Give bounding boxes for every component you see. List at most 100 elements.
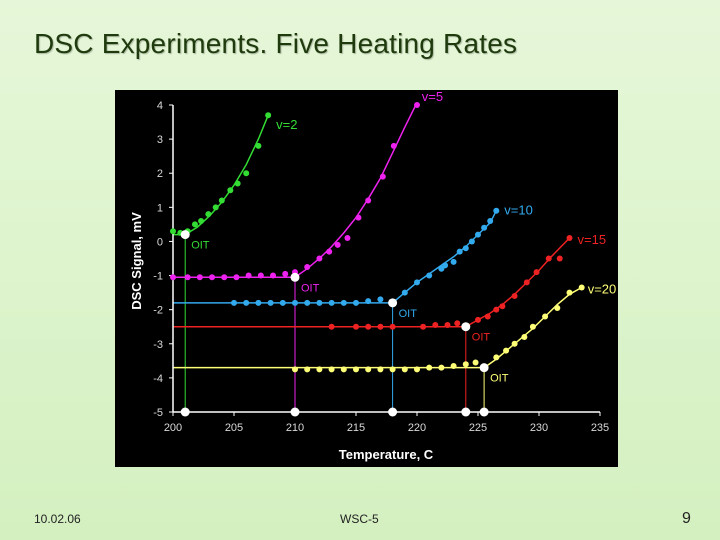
- series-label: v=15: [578, 232, 607, 247]
- data-point: [420, 323, 427, 330]
- data-point: [556, 255, 563, 262]
- data-point: [499, 303, 506, 310]
- series-label: v=2: [276, 117, 297, 132]
- y-tick-label: 0: [157, 236, 163, 248]
- data-point: [365, 197, 372, 204]
- data-point: [493, 306, 500, 313]
- data-point: [270, 272, 277, 279]
- data-point: [566, 289, 573, 296]
- y-tick-label: 1: [157, 202, 163, 214]
- data-point: [414, 102, 420, 108]
- data-point: [255, 142, 262, 149]
- data-point: [170, 228, 176, 235]
- data-point: [542, 313, 549, 320]
- data-point: [218, 197, 225, 204]
- oit-axis-marker: [388, 407, 398, 417]
- data-point: [578, 284, 585, 291]
- oit-label: OIT: [301, 282, 320, 294]
- data-point: [462, 361, 469, 368]
- x-tick-label: 235: [591, 422, 609, 434]
- data-point: [426, 272, 433, 279]
- data-point: [328, 299, 335, 306]
- chart-annotations: OIT v=2 OIT v=5 OIT v=10 OIT v=15 OIT v=20: [191, 89, 616, 385]
- data-point: [340, 299, 347, 306]
- data-point: [454, 320, 461, 327]
- data-point: [566, 235, 573, 242]
- data-point: [205, 211, 212, 218]
- data-point: [245, 272, 252, 279]
- fit-curve: [392, 210, 497, 304]
- x-tick-label: 205: [225, 422, 243, 434]
- y-tick-label: -4: [153, 373, 163, 385]
- data-point: [484, 313, 491, 320]
- data-point: [475, 231, 481, 238]
- x-axis-label: Temperature, C: [339, 447, 434, 462]
- data-point: [468, 238, 475, 245]
- data-point: [340, 366, 347, 373]
- y-tick-label: -2: [153, 305, 163, 317]
- data-point: [353, 299, 359, 306]
- data-point: [529, 323, 536, 330]
- data-point: [414, 279, 420, 286]
- data-point: [450, 258, 457, 265]
- data-point: [316, 255, 323, 262]
- footer-center: WSC-5: [340, 512, 379, 526]
- data-point: [227, 187, 234, 194]
- oit-axis-marker: [290, 407, 300, 417]
- data-point: [511, 340, 518, 347]
- oit-marker: [180, 230, 190, 240]
- fit-curve: [294, 104, 417, 278]
- data-point: [444, 322, 451, 329]
- data-point: [353, 323, 359, 330]
- data-point: [438, 364, 445, 371]
- oit-marker: [290, 272, 300, 282]
- data-point: [554, 304, 561, 311]
- data-point: [401, 366, 408, 373]
- x-tick-label: 230: [530, 422, 548, 434]
- oit-label: OIT: [399, 308, 418, 320]
- data-point: [365, 323, 372, 330]
- data-point: [304, 299, 311, 306]
- data-point: [316, 299, 323, 306]
- fit-curve: [184, 114, 269, 236]
- fit-curve: [465, 237, 571, 328]
- data-point: [493, 207, 500, 214]
- oit-axis-marker: [461, 407, 471, 417]
- data-point: [184, 274, 191, 281]
- data-point: [456, 248, 463, 255]
- data-point: [472, 359, 479, 366]
- data-point: [390, 142, 397, 149]
- data-point: [487, 217, 494, 224]
- data-point: [353, 366, 359, 373]
- data-point: [475, 316, 481, 323]
- series-label: v=5: [422, 90, 443, 104]
- oit-marker: [479, 363, 489, 373]
- data-point: [231, 299, 237, 306]
- oit-marker: [461, 322, 471, 332]
- y-tick-label: -3: [153, 339, 163, 351]
- data-point: [326, 248, 333, 255]
- data-point: [389, 366, 396, 373]
- oit-axis-marker: [180, 407, 190, 417]
- data-point: [523, 279, 530, 286]
- data-point: [255, 299, 262, 306]
- oit-label: OIT: [490, 373, 509, 385]
- data-point: [379, 173, 386, 180]
- data-point: [267, 299, 274, 306]
- data-point: [493, 354, 500, 361]
- data-point: [377, 323, 384, 330]
- data-point: [233, 274, 240, 281]
- data-point: [334, 241, 341, 248]
- data-point: [521, 333, 528, 340]
- data-point: [243, 170, 250, 177]
- data-point: [462, 245, 469, 252]
- data-point: [212, 204, 219, 211]
- x-tick-label: 200: [164, 422, 182, 434]
- data-point: [209, 274, 216, 281]
- y-tick-label: 2: [157, 168, 163, 180]
- oit-label: OIT: [472, 332, 491, 344]
- data-point: [265, 112, 272, 119]
- data-point: [481, 224, 488, 231]
